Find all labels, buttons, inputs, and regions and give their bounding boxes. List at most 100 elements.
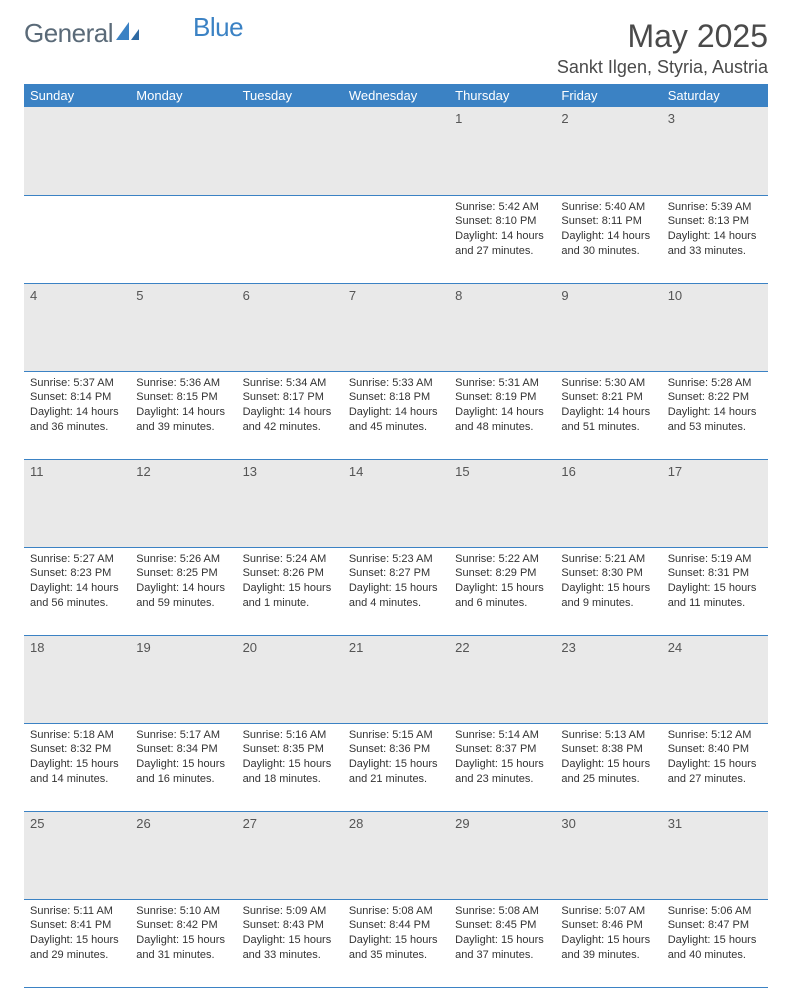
daylight-line: Daylight: 15 hours and 35 minutes. (349, 933, 443, 963)
sunset-line: Sunset: 8:41 PM (30, 918, 124, 933)
day-number-cell: 2 (555, 107, 661, 195)
day-info: Sunrise: 5:07 AMSunset: 8:46 PMDaylight:… (561, 904, 655, 963)
day-info-cell: Sunrise: 5:17 AMSunset: 8:34 PMDaylight:… (130, 723, 236, 811)
day-info-cell (237, 195, 343, 283)
day-info-row: Sunrise: 5:27 AMSunset: 8:23 PMDaylight:… (24, 547, 768, 635)
day-number-cell: 5 (130, 283, 236, 371)
day-number-cell: 16 (555, 459, 661, 547)
day-number-cell: 11 (24, 459, 130, 547)
sunrise-line: Sunrise: 5:16 AM (243, 728, 337, 743)
sunset-line: Sunset: 8:38 PM (561, 742, 655, 757)
sunrise-line: Sunrise: 5:11 AM (30, 904, 124, 919)
sunset-line: Sunset: 8:23 PM (30, 566, 124, 581)
daylight-line: Daylight: 15 hours and 40 minutes. (668, 933, 762, 963)
weekday-header: Sunday (24, 84, 130, 107)
sunrise-line: Sunrise: 5:10 AM (136, 904, 230, 919)
daylight-line: Daylight: 15 hours and 37 minutes. (455, 933, 549, 963)
sunrise-line: Sunrise: 5:15 AM (349, 728, 443, 743)
day-info-cell: Sunrise: 5:14 AMSunset: 8:37 PMDaylight:… (449, 723, 555, 811)
day-info-cell: Sunrise: 5:11 AMSunset: 8:41 PMDaylight:… (24, 899, 130, 987)
day-number-cell: 8 (449, 283, 555, 371)
daylight-line: Daylight: 14 hours and 39 minutes. (136, 405, 230, 435)
day-info-cell: Sunrise: 5:19 AMSunset: 8:31 PMDaylight:… (662, 547, 768, 635)
daylight-line: Daylight: 14 hours and 42 minutes. (243, 405, 337, 435)
sunrise-line: Sunrise: 5:08 AM (455, 904, 549, 919)
day-info: Sunrise: 5:28 AMSunset: 8:22 PMDaylight:… (668, 376, 762, 435)
daylight-line: Daylight: 15 hours and 31 minutes. (136, 933, 230, 963)
daylight-line: Daylight: 15 hours and 29 minutes. (30, 933, 124, 963)
day-info-cell: Sunrise: 5:07 AMSunset: 8:46 PMDaylight:… (555, 899, 661, 987)
day-info-cell: Sunrise: 5:42 AMSunset: 8:10 PMDaylight:… (449, 195, 555, 283)
day-info-cell: Sunrise: 5:37 AMSunset: 8:14 PMDaylight:… (24, 371, 130, 459)
day-number-cell: 15 (449, 459, 555, 547)
sunrise-line: Sunrise: 5:26 AM (136, 552, 230, 567)
sunset-line: Sunset: 8:15 PM (136, 390, 230, 405)
sunrise-line: Sunrise: 5:21 AM (561, 552, 655, 567)
weekday-header: Thursday (449, 84, 555, 107)
day-info: Sunrise: 5:14 AMSunset: 8:37 PMDaylight:… (455, 728, 549, 787)
daylight-line: Daylight: 15 hours and 14 minutes. (30, 757, 124, 787)
day-info-cell: Sunrise: 5:09 AMSunset: 8:43 PMDaylight:… (237, 899, 343, 987)
calendar-table: SundayMondayTuesdayWednesdayThursdayFrid… (24, 84, 768, 988)
day-info: Sunrise: 5:37 AMSunset: 8:14 PMDaylight:… (30, 376, 124, 435)
sunrise-line: Sunrise: 5:18 AM (30, 728, 124, 743)
day-info-cell: Sunrise: 5:28 AMSunset: 8:22 PMDaylight:… (662, 371, 768, 459)
day-info-cell: Sunrise: 5:08 AMSunset: 8:45 PMDaylight:… (449, 899, 555, 987)
day-number-cell: 30 (555, 811, 661, 899)
day-info-cell: Sunrise: 5:22 AMSunset: 8:29 PMDaylight:… (449, 547, 555, 635)
day-number-cell: 24 (662, 635, 768, 723)
day-info: Sunrise: 5:15 AMSunset: 8:36 PMDaylight:… (349, 728, 443, 787)
daylight-line: Daylight: 14 hours and 45 minutes. (349, 405, 443, 435)
sunset-line: Sunset: 8:17 PM (243, 390, 337, 405)
sunrise-line: Sunrise: 5:30 AM (561, 376, 655, 391)
sunrise-line: Sunrise: 5:31 AM (455, 376, 549, 391)
sunset-line: Sunset: 8:26 PM (243, 566, 337, 581)
sunset-line: Sunset: 8:45 PM (455, 918, 549, 933)
calendar-head: SundayMondayTuesdayWednesdayThursdayFrid… (24, 84, 768, 107)
day-info: Sunrise: 5:08 AMSunset: 8:44 PMDaylight:… (349, 904, 443, 963)
day-number-cell: 18 (24, 635, 130, 723)
weekday-header: Friday (555, 84, 661, 107)
sunrise-line: Sunrise: 5:40 AM (561, 200, 655, 215)
daylight-line: Daylight: 15 hours and 11 minutes. (668, 581, 762, 611)
sunset-line: Sunset: 8:21 PM (561, 390, 655, 405)
daylight-line: Daylight: 14 hours and 33 minutes. (668, 229, 762, 259)
sunset-line: Sunset: 8:22 PM (668, 390, 762, 405)
day-info-cell: Sunrise: 5:30 AMSunset: 8:21 PMDaylight:… (555, 371, 661, 459)
day-info: Sunrise: 5:08 AMSunset: 8:45 PMDaylight:… (455, 904, 549, 963)
day-info-cell: Sunrise: 5:33 AMSunset: 8:18 PMDaylight:… (343, 371, 449, 459)
day-info-row: Sunrise: 5:18 AMSunset: 8:32 PMDaylight:… (24, 723, 768, 811)
day-info: Sunrise: 5:42 AMSunset: 8:10 PMDaylight:… (455, 200, 549, 259)
day-info-cell: Sunrise: 5:34 AMSunset: 8:17 PMDaylight:… (237, 371, 343, 459)
day-number-cell: 13 (237, 459, 343, 547)
day-info: Sunrise: 5:23 AMSunset: 8:27 PMDaylight:… (349, 552, 443, 611)
day-number-cell (237, 107, 343, 195)
day-info-cell: Sunrise: 5:27 AMSunset: 8:23 PMDaylight:… (24, 547, 130, 635)
sunset-line: Sunset: 8:43 PM (243, 918, 337, 933)
sunset-line: Sunset: 8:34 PM (136, 742, 230, 757)
daylight-line: Daylight: 15 hours and 18 minutes. (243, 757, 337, 787)
sunrise-line: Sunrise: 5:08 AM (349, 904, 443, 919)
weekday-header: Saturday (662, 84, 768, 107)
day-info-cell (130, 195, 236, 283)
day-info-row: Sunrise: 5:42 AMSunset: 8:10 PMDaylight:… (24, 195, 768, 283)
sunrise-line: Sunrise: 5:28 AM (668, 376, 762, 391)
day-info: Sunrise: 5:31 AMSunset: 8:19 PMDaylight:… (455, 376, 549, 435)
sunset-line: Sunset: 8:44 PM (349, 918, 443, 933)
day-info-cell (343, 195, 449, 283)
daylight-line: Daylight: 15 hours and 33 minutes. (243, 933, 337, 963)
day-number-cell: 25 (24, 811, 130, 899)
sunrise-line: Sunrise: 5:22 AM (455, 552, 549, 567)
day-info: Sunrise: 5:34 AMSunset: 8:17 PMDaylight:… (243, 376, 337, 435)
day-info: Sunrise: 5:09 AMSunset: 8:43 PMDaylight:… (243, 904, 337, 963)
day-info: Sunrise: 5:11 AMSunset: 8:41 PMDaylight:… (30, 904, 124, 963)
sunset-line: Sunset: 8:11 PM (561, 214, 655, 229)
sunrise-line: Sunrise: 5:34 AM (243, 376, 337, 391)
weekday-header: Tuesday (237, 84, 343, 107)
sunrise-line: Sunrise: 5:39 AM (668, 200, 762, 215)
sunset-line: Sunset: 8:32 PM (30, 742, 124, 757)
day-number-cell: 7 (343, 283, 449, 371)
day-info: Sunrise: 5:12 AMSunset: 8:40 PMDaylight:… (668, 728, 762, 787)
sunrise-line: Sunrise: 5:37 AM (30, 376, 124, 391)
day-number-cell: 4 (24, 283, 130, 371)
